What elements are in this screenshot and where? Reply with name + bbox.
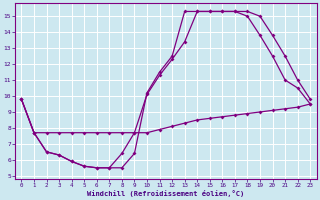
X-axis label: Windchill (Refroidissement éolien,°C): Windchill (Refroidissement éolien,°C) <box>87 190 244 197</box>
